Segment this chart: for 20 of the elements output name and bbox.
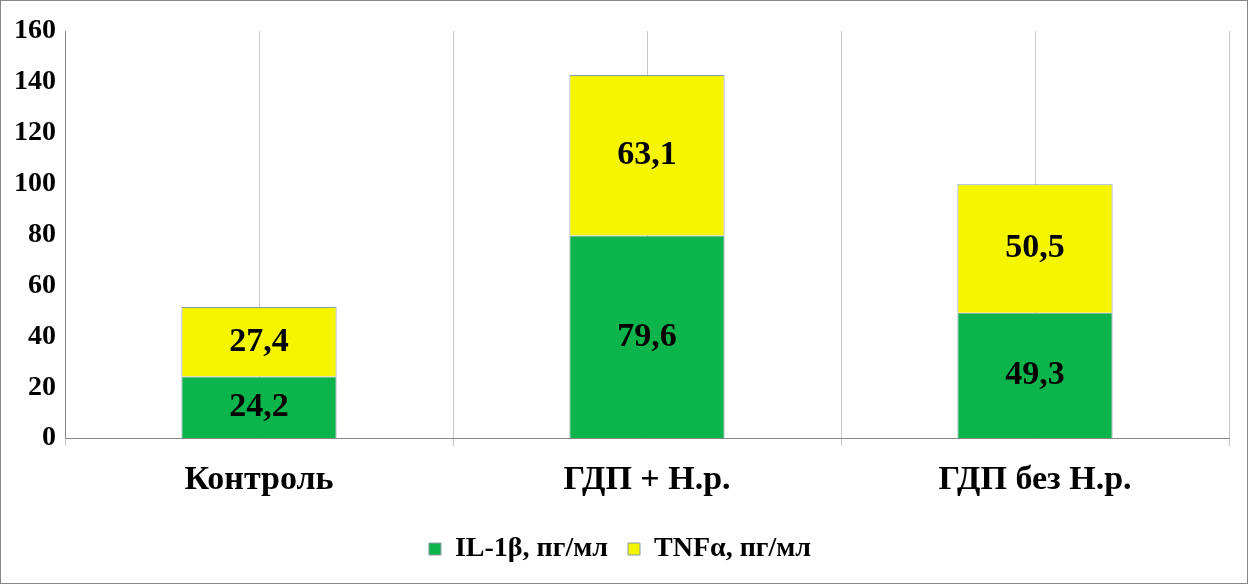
legend-label: TNFα, пг/мл [654,531,812,563]
x-tick-label: ГДП + Н.р. [563,459,731,497]
data-label: 63,1 [617,134,677,172]
y-tick-label: 100 [14,165,56,197]
x-tick-label: ГДП без Н.р. [938,459,1132,497]
y-tick-label: 120 [14,115,56,147]
legend-label: IL-1β, пг/мл [454,531,609,563]
y-tick-label: 140 [14,64,56,96]
data-label: 79,6 [617,315,677,353]
data-label: 50,5 [1005,227,1065,265]
y-tick-label: 40 [28,318,56,350]
y-tick-label: 20 [28,369,56,401]
data-label: 49,3 [1005,354,1065,392]
y-tick-label: 0 [42,420,56,452]
x-tick-label: Контроль [184,459,334,497]
data-label: 24,2 [229,386,289,424]
y-tick-label: 160 [14,13,56,45]
y-tick-label: 80 [28,216,56,248]
y-tick-label: 60 [28,267,56,299]
data-label: 27,4 [229,320,289,358]
